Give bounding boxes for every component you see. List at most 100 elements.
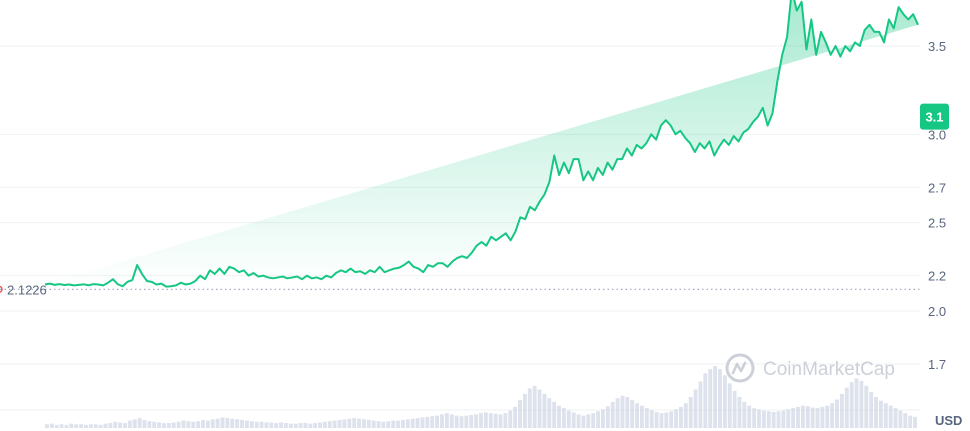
watermark: CoinMarketCap — [725, 353, 895, 383]
volume-bar — [874, 397, 878, 428]
volume-bar — [137, 418, 142, 428]
volume-bar — [630, 400, 635, 428]
volume-bar — [171, 422, 176, 428]
volume-bar — [303, 423, 308, 428]
volume-bar — [401, 419, 405, 428]
volume-bar — [157, 422, 162, 428]
volume-bar — [162, 423, 166, 428]
y-tick-label-5: 3.0 — [928, 127, 946, 142]
volume-bar — [244, 420, 249, 428]
volume-bar — [54, 424, 59, 428]
volume-bar — [186, 421, 191, 428]
volume-bar — [878, 400, 883, 428]
volume-bar — [518, 400, 522, 428]
volume-bar — [283, 423, 288, 428]
volume-bar — [791, 408, 796, 428]
volume-bar — [640, 405, 644, 428]
volume-bar — [810, 407, 815, 428]
volume-bar — [635, 403, 640, 428]
watermark-text: CoinMarketCap — [763, 359, 895, 380]
volume-bar — [722, 375, 727, 428]
volume-bar — [396, 420, 401, 428]
reference-price-label: 2.1226 — [7, 282, 47, 297]
volume-bar — [844, 387, 849, 428]
volume-bar — [600, 409, 605, 428]
volume-bar — [474, 414, 479, 428]
volume-bar — [269, 422, 274, 428]
volume-bar — [459, 416, 464, 428]
volume-bar — [532, 385, 537, 428]
volume-bar — [571, 412, 576, 428]
volume-bar — [805, 406, 810, 428]
volume-bar — [103, 423, 108, 428]
volume-bar — [649, 410, 654, 428]
volume-bar — [747, 405, 752, 428]
volume-bar — [713, 366, 718, 428]
volume-bar — [679, 406, 683, 428]
volume-bar — [776, 411, 781, 428]
volume-bar — [888, 405, 893, 428]
volume-bar — [347, 418, 352, 428]
volume-bar — [513, 406, 518, 428]
volume-bar — [293, 423, 298, 428]
volume-bar — [127, 420, 132, 428]
volume-bar — [449, 414, 454, 428]
volume-bar — [308, 423, 313, 428]
volume-bar — [332, 420, 337, 428]
volume-bar — [659, 413, 664, 428]
volume-bar — [376, 421, 381, 428]
volume-bar — [732, 390, 737, 428]
volume-bar — [279, 422, 283, 428]
volume-bar — [196, 421, 201, 428]
volume-bar — [674, 409, 679, 428]
volume-bar — [381, 421, 386, 428]
volume-bar — [123, 423, 127, 428]
volume-bar — [493, 413, 498, 428]
volume-bar — [869, 392, 874, 428]
volume-bar — [615, 398, 620, 428]
volume-bar — [479, 413, 483, 428]
volume-bar — [742, 401, 747, 428]
volume-bar — [166, 423, 171, 428]
volume-bar — [591, 413, 596, 428]
volume-bar — [386, 421, 391, 428]
volume-bar — [69, 423, 74, 428]
volume-bar — [64, 424, 69, 428]
volume-bar — [352, 418, 357, 428]
volume-bar — [464, 415, 469, 428]
volume-bar — [903, 413, 908, 428]
volume-bar — [557, 405, 561, 428]
volume-bar — [313, 423, 318, 428]
volume-bar — [254, 421, 259, 428]
volume-bar — [337, 419, 342, 428]
volume-bar — [757, 409, 761, 428]
volume-bar — [508, 410, 513, 428]
volume-bar — [420, 417, 425, 428]
price-area-fill — [45, 0, 918, 287]
volume-bar — [703, 373, 708, 428]
volume-bar — [527, 388, 532, 428]
volume-bar — [625, 397, 630, 428]
volume-bar — [415, 418, 420, 428]
volume-bar — [249, 421, 254, 428]
current-price-badge-bg — [920, 103, 949, 130]
volume-bar — [830, 403, 835, 428]
volume-bar — [113, 421, 118, 428]
volume-bar — [644, 408, 649, 428]
volume-bar — [191, 421, 196, 428]
reference-dot — [0, 285, 3, 293]
volume-bar — [664, 412, 669, 428]
volume-bar — [49, 423, 54, 428]
y-tick-label-1: 2.0 — [928, 304, 946, 319]
volume-bar — [698, 381, 703, 428]
y-tick-label-4: 2.7 — [928, 180, 946, 195]
volume-bar — [205, 420, 210, 428]
volume-bar — [820, 406, 825, 428]
volume-bar — [566, 410, 571, 428]
y-tick-label-6: 3.5 — [928, 39, 946, 54]
volume-bar — [132, 419, 137, 428]
volume-bar — [693, 389, 698, 428]
volume-bar — [259, 421, 264, 428]
volume-bar — [210, 419, 215, 428]
